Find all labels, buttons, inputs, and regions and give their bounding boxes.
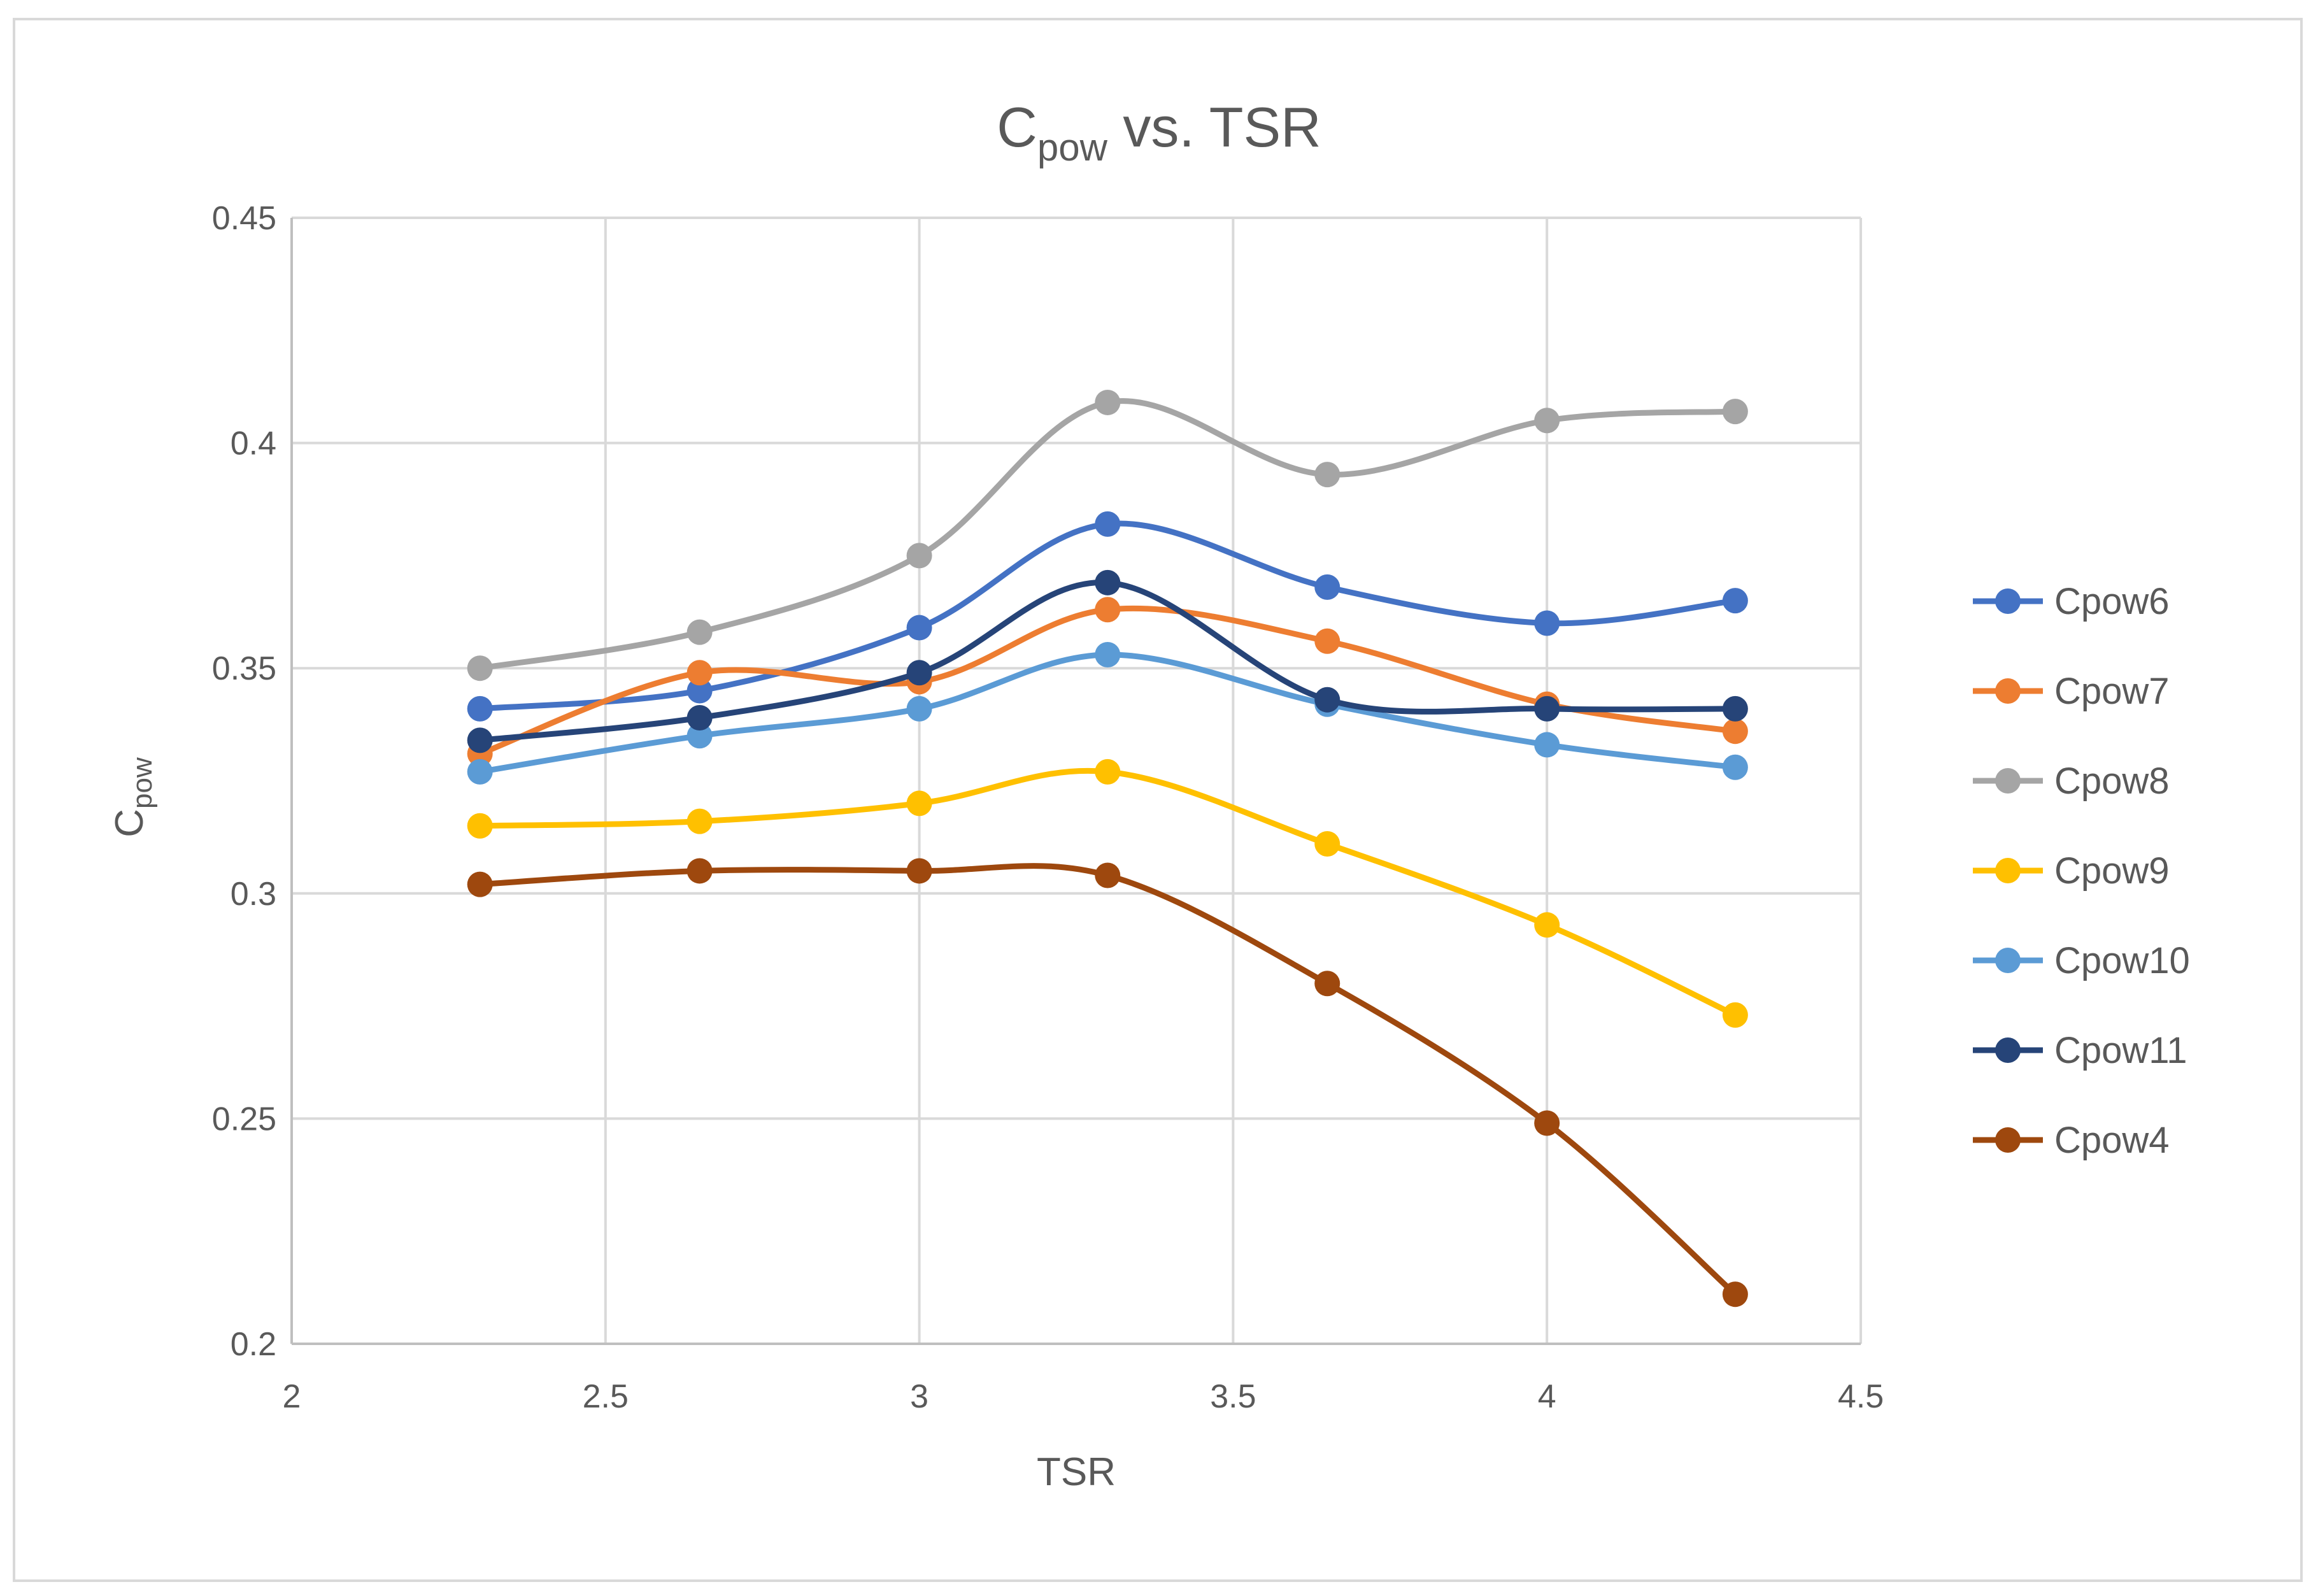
data-point — [686, 678, 713, 704]
x-tick-label: 4 — [1538, 1378, 1556, 1415]
legend-item: Cpow7 — [1973, 671, 2170, 712]
data-point — [467, 871, 493, 897]
series-cpow8 — [467, 389, 1748, 681]
data-point — [1722, 695, 1748, 722]
data-point — [906, 615, 932, 641]
legend-item: Cpow11 — [1973, 1030, 2187, 1071]
data-point — [1314, 687, 1340, 713]
data-point — [1095, 759, 1121, 785]
legend-label: Cpow8 — [2054, 760, 2170, 802]
data-point — [906, 543, 932, 569]
data-point — [1095, 511, 1121, 537]
data-point — [1722, 1281, 1748, 1307]
data-point — [1534, 1110, 1560, 1136]
series-cpow4 — [467, 858, 1748, 1307]
axes-layer: 2 2.5 3 3.5 4 4.5 0.2 0.25 0.3 0.35 0.4 0.45 — [212, 200, 1884, 1415]
data-point — [1722, 399, 1748, 425]
data-point — [1314, 574, 1340, 600]
y-tick-label: 0.3 — [231, 876, 276, 913]
grid-layer — [290, 217, 1862, 1345]
y-axis-title: Cpow — [108, 757, 158, 837]
legend-label: Cpow7 — [2054, 671, 2170, 712]
data-point — [467, 759, 493, 785]
data-point — [1314, 831, 1340, 857]
y-tick-label: 0.45 — [212, 200, 276, 237]
y-tick-label: 0.2 — [231, 1326, 276, 1363]
x-axis-title: TSR — [1037, 1450, 1116, 1494]
data-point — [906, 695, 932, 722]
data-point — [1314, 462, 1340, 488]
series-layer — [467, 389, 1748, 1307]
x-tick-label: 2.5 — [583, 1378, 629, 1415]
data-point — [906, 790, 932, 816]
data-point — [1095, 389, 1121, 415]
legend-marker — [1995, 768, 2021, 794]
legend-label: Cpow10 — [2054, 940, 2190, 981]
y-tick-label: 0.4 — [231, 425, 276, 462]
series-cpow9 — [467, 759, 1748, 1028]
y-tick-label: 0.25 — [212, 1101, 276, 1137]
data-point — [1534, 912, 1560, 938]
legend-item: Cpow8 — [1973, 760, 2170, 802]
legend-item: Cpow6 — [1973, 581, 2170, 622]
data-point — [686, 858, 713, 884]
data-point — [686, 723, 713, 749]
legend-item: Cpow4 — [1973, 1120, 2170, 1161]
legend-label: Cpow9 — [2054, 850, 2170, 892]
data-point — [686, 619, 713, 645]
x-tick-label: 4.5 — [1838, 1378, 1884, 1415]
x-tick-label: 2 — [283, 1378, 301, 1415]
legend-marker — [1995, 1127, 2021, 1153]
legend-label: Cpow6 — [2054, 581, 2170, 622]
data-point — [1095, 597, 1121, 623]
legend-label: Cpow4 — [2054, 1120, 2170, 1161]
legend-marker — [1995, 1037, 2021, 1063]
data-point — [1722, 754, 1748, 780]
data-point — [1534, 695, 1560, 722]
data-point — [467, 695, 493, 722]
legend-item: Cpow9 — [1973, 850, 2170, 892]
data-point — [1534, 408, 1560, 434]
data-point — [1314, 628, 1340, 654]
data-point — [906, 858, 932, 884]
legend-marker — [1995, 588, 2021, 614]
legend-label: Cpow11 — [2054, 1030, 2187, 1071]
data-point — [467, 655, 493, 681]
x-tick-label: 3 — [910, 1378, 928, 1415]
data-point — [1722, 588, 1748, 614]
data-point — [1722, 718, 1748, 745]
data-point — [1095, 862, 1121, 888]
data-point — [686, 704, 713, 730]
legend: Cpow6 Cpow7 Cpow8 Cpow9 Cpow10 Cpow11 Cpow4 — [1973, 581, 2190, 1161]
data-point — [1095, 569, 1121, 595]
data-point — [467, 813, 493, 839]
chart-svg: Cpow vs. TSR 2 2.5 3 3.5 4 4.5 0.2 0.25 0.3 0.35 0… — [108, 96, 2190, 1494]
legend-item: Cpow10 — [1973, 940, 2190, 981]
data-point — [1722, 1002, 1748, 1028]
data-point — [686, 808, 713, 834]
series-cpow11 — [467, 569, 1748, 753]
data-point — [906, 660, 932, 686]
data-point — [1314, 971, 1340, 997]
chart-title: Cpow vs. TSR — [997, 96, 1321, 169]
data-point — [1534, 732, 1560, 758]
legend-marker — [1995, 678, 2021, 704]
data-point — [686, 660, 713, 686]
chart-frame: Cpow vs. TSR 2 2.5 3 3.5 4 4.5 0.2 0.25 0.3 0.35 0… — [13, 18, 2303, 1582]
legend-marker — [1995, 858, 2021, 883]
data-point — [467, 727, 493, 753]
data-point — [1534, 610, 1560, 636]
data-point — [1095, 641, 1121, 667]
series-cpow6 — [467, 511, 1748, 722]
y-tick-label: 0.35 — [212, 650, 276, 687]
x-tick-label: 3.5 — [1210, 1378, 1256, 1415]
legend-marker — [1995, 948, 2021, 973]
